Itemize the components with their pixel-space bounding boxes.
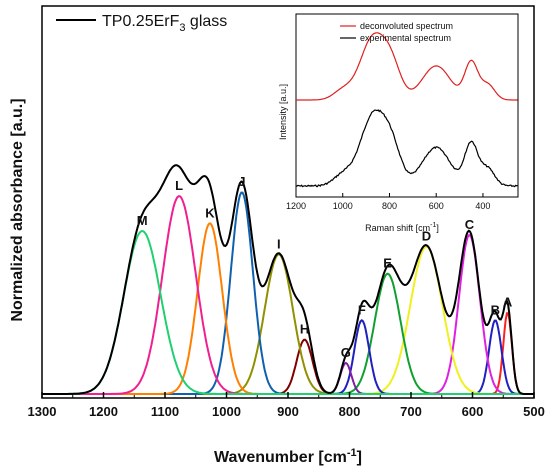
- inset-x-tick-label: 600: [429, 201, 444, 211]
- inset-y-axis-title: Intensity [a.u.]: [278, 84, 288, 140]
- x-axis-title: Wavenumber [cm-1]: [214, 447, 362, 466]
- peak-label-e: E: [383, 256, 392, 271]
- peak-label-h: H: [300, 322, 309, 337]
- inset-x-tick-label: 1200: [286, 201, 306, 211]
- y-axis-title: Normalized absorbance [a.u.]: [9, 98, 26, 321]
- x-tick-label: 1200: [89, 404, 118, 419]
- inset-experimental-line: [295, 109, 518, 188]
- x-tick-label: 600: [462, 404, 484, 419]
- x-ticks: 1300 1200 1100 1000 900 800 700 600 500: [28, 392, 545, 419]
- inset-x-axis-title: Raman shift [cm-1]: [365, 222, 439, 233]
- peak-m-curve: [42, 230, 534, 395]
- inset-x-tick-label: 1000: [333, 201, 353, 211]
- peak-label-l: L: [175, 178, 183, 193]
- x-tick-label: 900: [277, 404, 299, 419]
- peak-h-curve: [42, 338, 534, 395]
- peak-label-b: B: [491, 302, 500, 317]
- inset-chart: deconvoluted spectrum experimental spect…: [278, 13, 519, 233]
- inset-legend: deconvoluted spectrum experimental spect…: [340, 21, 453, 43]
- peak-label-c: C: [465, 217, 475, 232]
- x-tick-label: 1000: [212, 404, 241, 419]
- x-tick-label: 800: [339, 404, 361, 419]
- peak-label-j: J: [238, 174, 245, 189]
- x-tick-label: 1100: [151, 404, 179, 419]
- inset-legend-label-red: deconvoluted spectrum: [360, 21, 453, 31]
- inset-x-tick-label: 400: [475, 201, 490, 211]
- peak-labels: AB C D E F G H I J K L M: [137, 174, 513, 360]
- inset-legend-label-black: experimental spectrum: [360, 33, 451, 43]
- peak-a-curve: [42, 312, 534, 395]
- x-tick-label: 500: [523, 404, 545, 419]
- peak-label-a: A: [503, 295, 513, 310]
- envelope-line: [42, 164, 534, 395]
- inset-frame: [295, 13, 519, 198]
- peak-label-m: M: [137, 213, 148, 228]
- legend: TP0.25ErF3 glass: [56, 13, 227, 34]
- peak-k-curve: [42, 222, 534, 395]
- peak-label-f: F: [358, 302, 366, 317]
- peak-label-i: I: [277, 236, 281, 251]
- peak-label-k: K: [205, 205, 215, 220]
- peak-label-g: G: [341, 345, 351, 360]
- x-tick-label: 1300: [28, 404, 57, 419]
- legend-label: TP0.25ErF3 glass: [102, 13, 227, 34]
- x-tick-label: 700: [400, 404, 422, 419]
- inset-deconvoluted-line: [296, 32, 518, 101]
- peak-label-d: D: [422, 229, 431, 244]
- peak-c-curve: [42, 234, 534, 395]
- inset-x-tick-label: 800: [382, 201, 397, 211]
- peaks-layer: [42, 191, 534, 395]
- inset-x-ticks: 1200 1000 800 600 400: [286, 193, 490, 211]
